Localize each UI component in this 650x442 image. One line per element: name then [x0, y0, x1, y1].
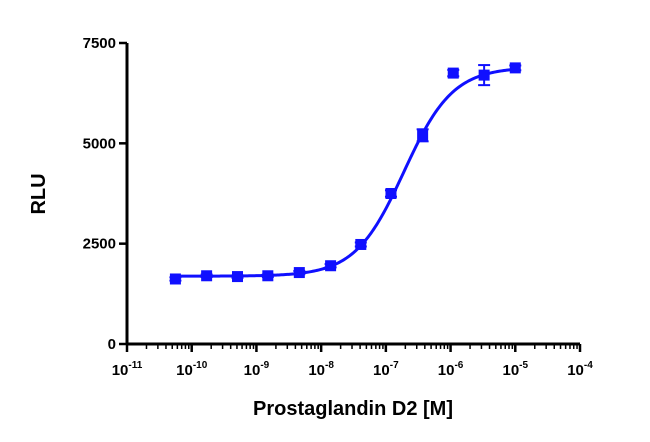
data-points: [169, 62, 522, 285]
fit-curve: [175, 67, 516, 278]
x-tick-label: 10-9: [244, 360, 270, 379]
axes: [125, 43, 580, 346]
y-tick-label: 7500: [83, 35, 116, 52]
x-axis-ticks: [125, 344, 582, 352]
data-point: [478, 64, 491, 87]
data-marker: [447, 67, 459, 79]
y-axis-ticks: [119, 41, 127, 346]
y-tick-label: 5000: [83, 135, 116, 152]
data-marker: [509, 62, 521, 74]
x-tick-label: 10-8: [308, 360, 334, 379]
x-axis-tick-labels: 10-11 10-10 10-9 10-8 10-7 10-6 10-5 10-4: [112, 360, 594, 379]
data-marker: [355, 238, 367, 250]
x-axis-title: Prostaglandin D2 [M]: [253, 398, 453, 420]
y-tick-label: 2500: [83, 236, 116, 253]
x-tick-label: 10-6: [438, 360, 464, 379]
x-tick-label: 10-4: [567, 360, 593, 379]
data-marker: [262, 270, 274, 282]
data-point: [384, 188, 397, 199]
data-marker: [385, 188, 397, 199]
data-point: [447, 67, 460, 79]
data-marker: [169, 273, 181, 285]
x-tick-label: 10-5: [502, 360, 528, 379]
data-marker: [325, 260, 337, 272]
data-point: [509, 62, 522, 74]
data-point: [261, 270, 274, 282]
data-point: [416, 128, 429, 143]
y-axis-tick-labels: 0 2500 5000 7500: [83, 35, 116, 353]
data-marker: [232, 271, 244, 283]
data-marker: [478, 69, 490, 81]
data-marker: [201, 270, 213, 282]
x-tick-label: 10-11: [112, 360, 143, 379]
y-axis-title: RLU: [28, 173, 50, 214]
data-point: [231, 271, 244, 283]
data-point: [169, 273, 182, 285]
y-tick-label: 0: [108, 336, 116, 353]
data-point: [200, 270, 213, 282]
x-tick-label: 10-7: [373, 360, 399, 379]
data-point: [293, 267, 306, 279]
data-marker: [293, 267, 305, 279]
data-marker: [417, 129, 429, 141]
data-point: [354, 238, 367, 250]
data-point: [324, 260, 337, 272]
x-tick-label: 10-10: [176, 360, 208, 379]
